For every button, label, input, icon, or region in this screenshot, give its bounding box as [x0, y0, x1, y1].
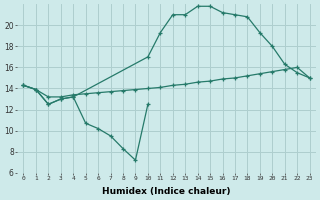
X-axis label: Humidex (Indice chaleur): Humidex (Indice chaleur)	[102, 187, 231, 196]
